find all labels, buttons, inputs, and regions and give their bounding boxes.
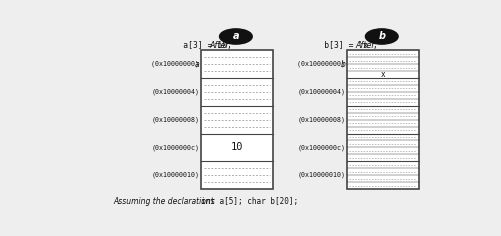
Text: Assuming the declarations: Assuming the declarations — [113, 197, 214, 206]
Circle shape — [365, 29, 397, 44]
Bar — [346, 50, 418, 189]
Text: (0x10000004): (0x10000004) — [151, 88, 199, 95]
Text: b: b — [378, 31, 384, 42]
Text: After: After — [355, 41, 377, 50]
Text: (0x1000000c): (0x1000000c) — [151, 144, 199, 151]
Text: x: x — [380, 70, 384, 79]
Bar — [200, 50, 273, 189]
Text: (0x1000000c): (0x1000000c) — [297, 144, 345, 151]
Circle shape — [219, 29, 252, 44]
Text: After: After — [209, 41, 231, 50]
Text: (0x10000008): (0x10000008) — [297, 116, 345, 123]
Text: int a[5]; char b[20];: int a[5]; char b[20]; — [200, 197, 298, 206]
Text: 10: 10 — [230, 143, 242, 152]
Text: b[3] = 'x';: b[3] = 'x'; — [295, 41, 377, 50]
Text: (0x10000010): (0x10000010) — [151, 172, 199, 178]
Text: (0x10000008): (0x10000008) — [151, 116, 199, 123]
Text: (0x10000000): (0x10000000) — [143, 61, 199, 67]
Text: (0x10000010): (0x10000010) — [297, 172, 345, 178]
Text: a[3] = 10;: a[3] = 10; — [154, 41, 231, 50]
Text: (0x10000000): (0x10000000) — [289, 61, 345, 67]
Text: a: a — [194, 59, 199, 68]
Text: b: b — [340, 59, 345, 68]
Text: (0x10000004): (0x10000004) — [297, 88, 345, 95]
Text: a: a — [232, 31, 238, 42]
